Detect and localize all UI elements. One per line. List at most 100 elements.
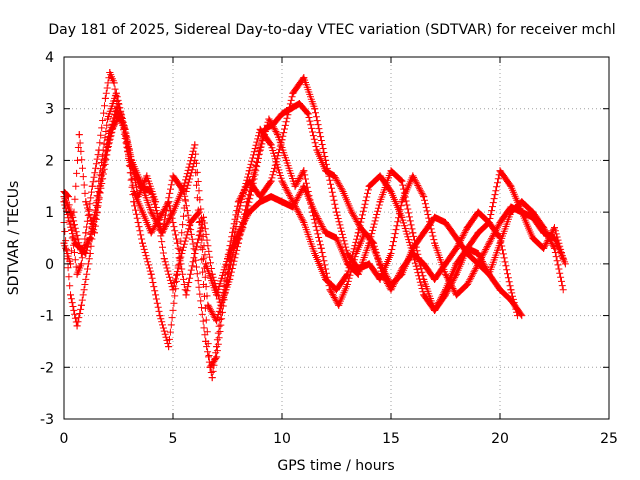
data-point [136, 182, 144, 190]
data-point [213, 317, 221, 325]
data-point [311, 250, 319, 258]
axis-ticks: 0 5 10 15 20 25 -3 -2 -1 0 1 2 3 4 [40, 50, 618, 447]
data-point [387, 187, 395, 195]
data-point [243, 198, 251, 206]
data-point [559, 286, 567, 294]
data-point [551, 224, 558, 232]
data-point [267, 177, 275, 185]
data-point [300, 167, 308, 175]
data-point [195, 208, 203, 216]
data-point [507, 286, 515, 294]
data-point [147, 270, 155, 278]
plot-frame [63, 56, 610, 420]
data-point [278, 110, 286, 118]
data-point [398, 177, 406, 185]
data-point [217, 301, 225, 309]
data-point [420, 193, 428, 201]
data-point [496, 239, 504, 247]
data-point [289, 89, 297, 97]
data-point [442, 218, 449, 226]
data-point [339, 187, 347, 195]
data-point [147, 187, 155, 195]
y-tick-label: 3 [45, 102, 54, 118]
data-point [226, 275, 234, 283]
data-point [224, 255, 231, 263]
data-point [234, 239, 242, 247]
data-point [348, 208, 356, 216]
data-point [77, 250, 85, 258]
y-tick-label: 0 [45, 257, 54, 273]
data-point [463, 224, 471, 232]
data-point [322, 229, 330, 237]
data-point [95, 187, 103, 195]
plus-markers [60, 69, 521, 382]
data-point [313, 146, 321, 154]
data-point [202, 260, 210, 268]
data-point [376, 260, 384, 268]
data-point [561, 260, 569, 268]
data-point [474, 229, 482, 237]
data-point [104, 115, 112, 123]
y-tick-label: -3 [40, 412, 54, 428]
data-point [317, 244, 325, 252]
data-point [485, 239, 493, 247]
data-point [173, 239, 181, 247]
data-point [474, 208, 482, 216]
data-point [121, 125, 129, 133]
x-tick-label: 25 [600, 431, 618, 447]
data-point [208, 374, 216, 382]
data-point [200, 213, 208, 221]
data-point [333, 208, 340, 216]
data-point [204, 301, 212, 309]
data-point [245, 167, 253, 175]
data-point [551, 234, 558, 242]
data-point [206, 363, 214, 371]
data-point [110, 79, 118, 87]
data-point [165, 198, 173, 206]
data-point [420, 260, 428, 268]
data-point [77, 260, 85, 268]
data-point [496, 167, 504, 175]
data-point [300, 218, 308, 226]
data-point [309, 208, 317, 216]
x-tick-label: 10 [273, 431, 291, 447]
data-point [398, 270, 406, 278]
data-point [529, 213, 537, 221]
data-point [69, 213, 77, 221]
data-point [304, 110, 312, 118]
data-point [82, 198, 90, 206]
data-point [138, 208, 146, 216]
data-point [287, 105, 295, 113]
data-point [160, 255, 168, 263]
y-tick-label: -2 [40, 360, 54, 376]
data-point [265, 115, 273, 123]
data-point [452, 291, 460, 299]
data-point [442, 286, 449, 294]
data-point [335, 301, 343, 309]
data-point [101, 94, 109, 102]
y-tick-label: 2 [45, 153, 54, 169]
data-point [387, 250, 395, 258]
data-point [485, 218, 493, 226]
data-point [474, 250, 482, 258]
data-point [289, 198, 297, 206]
data-point [431, 213, 439, 221]
data-point [267, 193, 275, 201]
data-point [158, 229, 166, 237]
data-point [261, 125, 269, 133]
data-point [354, 229, 362, 237]
data-point [180, 182, 188, 190]
data-point [147, 208, 155, 216]
data-point [507, 296, 515, 304]
series-track-1 [60, 69, 521, 382]
y-tick-label: -1 [40, 309, 54, 325]
data-point [138, 239, 146, 247]
data-point [442, 270, 449, 278]
data-point [104, 136, 112, 144]
data-point [208, 270, 216, 278]
data-point [409, 229, 417, 237]
data-point [73, 270, 81, 278]
data-point [269, 120, 277, 128]
data-point [540, 229, 548, 237]
